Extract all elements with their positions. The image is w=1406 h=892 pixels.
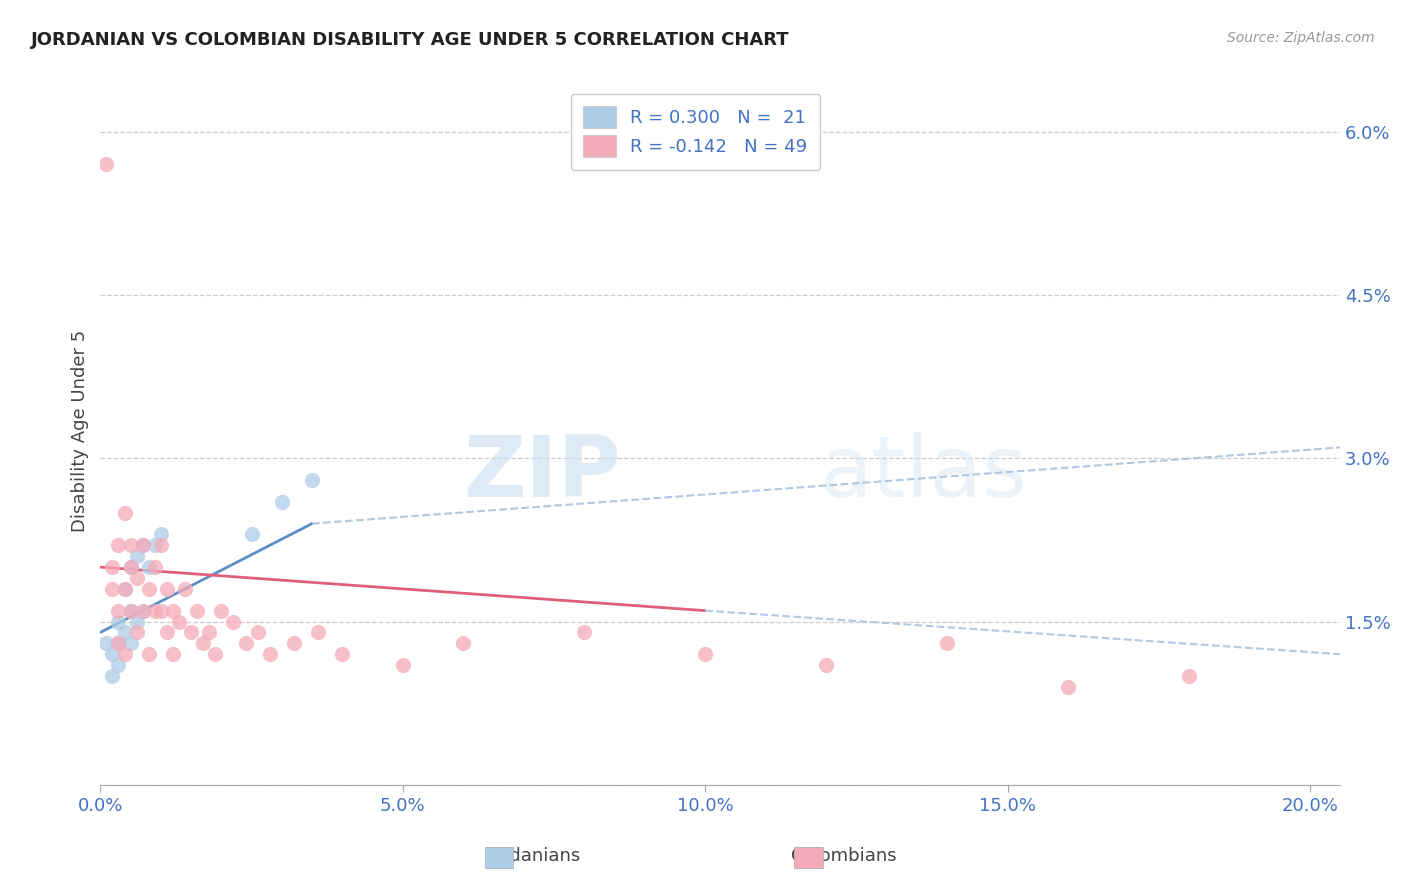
Point bbox=[695, 647, 717, 661]
Point bbox=[138, 582, 160, 596]
Point bbox=[167, 615, 190, 629]
Point bbox=[186, 604, 208, 618]
Point bbox=[114, 625, 136, 640]
Point bbox=[101, 647, 124, 661]
Point bbox=[120, 604, 142, 618]
Point bbox=[174, 582, 197, 596]
Point bbox=[259, 647, 281, 661]
Point bbox=[330, 647, 353, 661]
Point bbox=[96, 636, 118, 650]
Point bbox=[246, 625, 269, 640]
Point bbox=[1057, 680, 1080, 694]
Point bbox=[307, 625, 329, 640]
Point bbox=[222, 615, 245, 629]
Point bbox=[283, 636, 305, 650]
Legend: R = 0.300   N =  21, R = -0.142   N = 49: R = 0.300 N = 21, R = -0.142 N = 49 bbox=[571, 94, 820, 170]
Point bbox=[198, 625, 221, 640]
Point bbox=[1178, 669, 1201, 683]
Text: atlas: atlas bbox=[820, 432, 1028, 515]
Point bbox=[156, 582, 179, 596]
Point bbox=[391, 658, 413, 673]
Text: Jordanians: Jordanians bbox=[486, 847, 582, 865]
Point bbox=[240, 527, 263, 541]
Point bbox=[114, 647, 136, 661]
Point bbox=[815, 658, 838, 673]
Point bbox=[180, 625, 202, 640]
Point bbox=[107, 636, 129, 650]
Point bbox=[107, 636, 129, 650]
Point bbox=[107, 604, 129, 618]
Point bbox=[149, 527, 172, 541]
Point bbox=[125, 615, 148, 629]
Point bbox=[114, 506, 136, 520]
Point bbox=[235, 636, 257, 650]
Point bbox=[162, 647, 184, 661]
Text: ZIP: ZIP bbox=[464, 432, 621, 515]
Point bbox=[101, 560, 124, 574]
Point bbox=[149, 604, 172, 618]
Point bbox=[936, 636, 959, 650]
Point bbox=[114, 582, 136, 596]
Point bbox=[107, 538, 129, 552]
Point bbox=[209, 604, 232, 618]
Point bbox=[131, 604, 153, 618]
Point bbox=[301, 473, 323, 487]
Point bbox=[574, 625, 596, 640]
Point bbox=[451, 636, 474, 650]
Point bbox=[143, 604, 166, 618]
Point bbox=[143, 560, 166, 574]
Point bbox=[131, 538, 153, 552]
Point bbox=[120, 636, 142, 650]
Point bbox=[125, 625, 148, 640]
Point bbox=[101, 669, 124, 683]
Point bbox=[131, 538, 153, 552]
Point bbox=[114, 582, 136, 596]
Point bbox=[204, 647, 226, 661]
Point bbox=[138, 560, 160, 574]
Point bbox=[120, 560, 142, 574]
Point bbox=[156, 625, 179, 640]
Point bbox=[96, 157, 118, 171]
Point bbox=[120, 560, 142, 574]
Point bbox=[193, 636, 215, 650]
Point bbox=[120, 604, 142, 618]
Point bbox=[101, 582, 124, 596]
Text: JORDANIAN VS COLOMBIAN DISABILITY AGE UNDER 5 CORRELATION CHART: JORDANIAN VS COLOMBIAN DISABILITY AGE UN… bbox=[31, 31, 790, 49]
Point bbox=[107, 615, 129, 629]
Text: Colombians: Colombians bbox=[790, 847, 897, 865]
Point bbox=[138, 647, 160, 661]
Point bbox=[125, 571, 148, 585]
Point bbox=[131, 604, 153, 618]
Text: Source: ZipAtlas.com: Source: ZipAtlas.com bbox=[1227, 31, 1375, 45]
Point bbox=[107, 658, 129, 673]
Point bbox=[162, 604, 184, 618]
Point bbox=[125, 549, 148, 564]
Point bbox=[270, 495, 292, 509]
Point bbox=[149, 538, 172, 552]
Point bbox=[143, 538, 166, 552]
Point bbox=[120, 538, 142, 552]
Y-axis label: Disability Age Under 5: Disability Age Under 5 bbox=[72, 330, 89, 533]
